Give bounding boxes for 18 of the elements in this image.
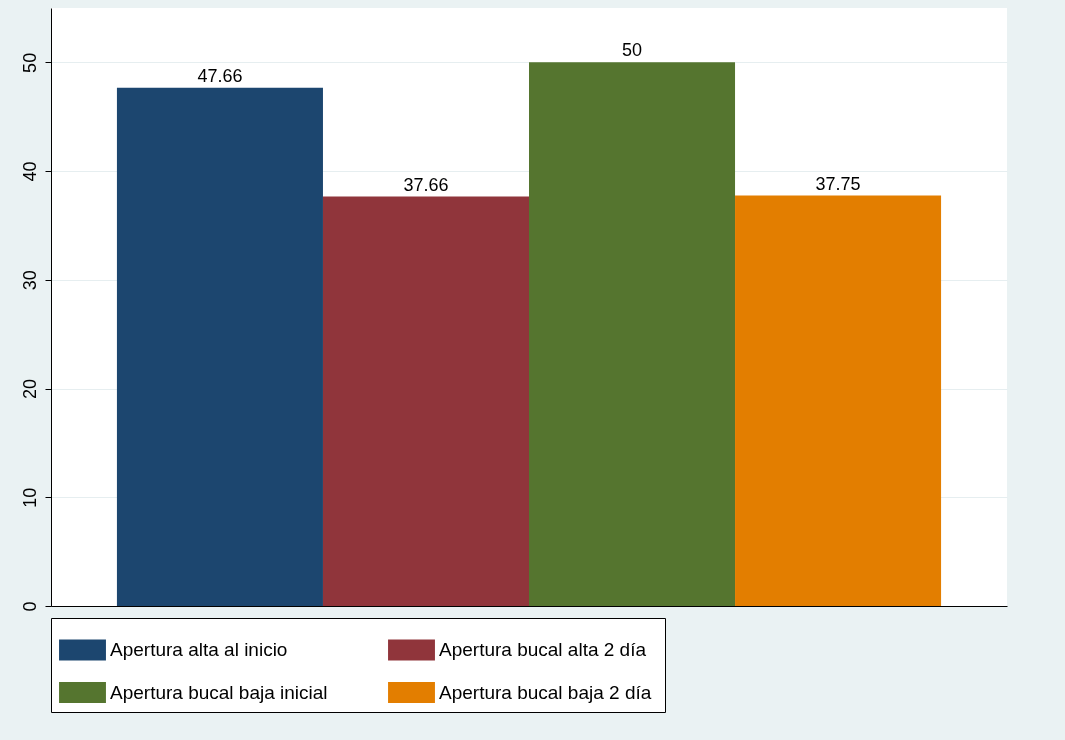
- y-tick-label: 0: [19, 601, 40, 612]
- data-label: 37.75: [815, 173, 861, 194]
- bar: [116, 87, 323, 606]
- y-tick-label: 50: [19, 52, 40, 73]
- data-label: 47.66: [197, 65, 243, 86]
- y-tick-label: 10: [19, 487, 40, 508]
- data-label: 37.66: [403, 174, 449, 195]
- legend-label: Apertura bucal baja 2 día: [439, 681, 652, 703]
- legend-label: Apertura bucal baja inicial: [110, 681, 328, 703]
- bar: [529, 62, 736, 606]
- bar: [322, 196, 529, 606]
- y-tick-label: 20: [19, 379, 40, 400]
- legend-label: Apertura bucal alta 2 día: [439, 638, 647, 660]
- legend-label: Apertura alta al inicio: [110, 638, 288, 660]
- y-tick-label: 40: [19, 161, 40, 182]
- data-label: 50: [622, 40, 643, 61]
- bar: [735, 195, 942, 606]
- y-tick-label: 30: [19, 270, 40, 291]
